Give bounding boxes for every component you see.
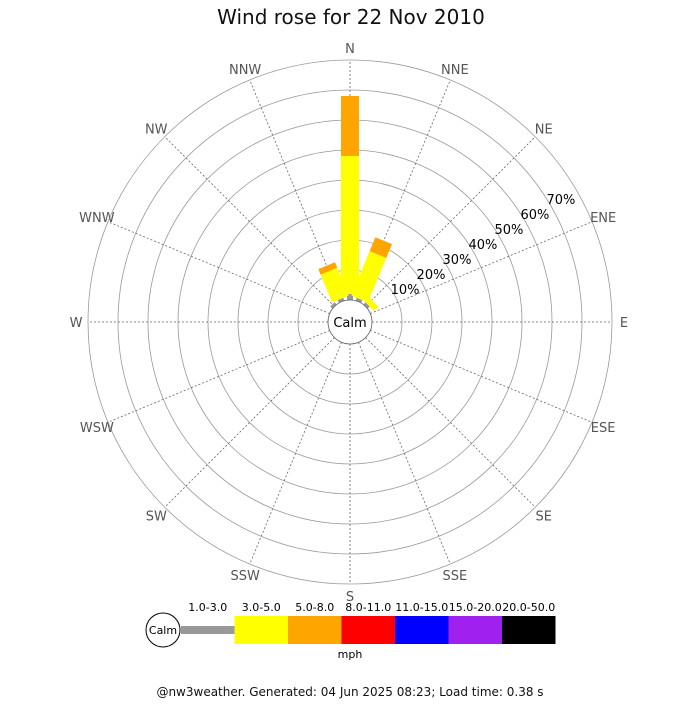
direction-label-wsw: WSW — [80, 421, 114, 436]
percent-labels: 10%20%30%40%50%60%70% — [391, 193, 576, 298]
spoke-ne — [365, 136, 536, 307]
legend-swatch-8.0-11.0 — [341, 616, 395, 644]
legend-unit: mph — [338, 648, 363, 661]
bar-n-3.0-5.0 — [341, 156, 359, 294]
direction-label-wnw: WNW — [79, 211, 115, 226]
direction-label-sse: SSE — [442, 569, 467, 584]
bar-n-5.0-8.0 — [341, 96, 359, 156]
legend-calm-circle — [145, 612, 181, 648]
legend-swatch-5.0-8.0 — [288, 616, 342, 644]
legend-swatch-15.0-20.0 — [448, 616, 502, 644]
legend-label-8.0-11.0: 8.0-11.0 — [345, 601, 391, 614]
spoke-ssw — [249, 342, 342, 565]
chart-title: Wind rose for 22 Nov 2010 — [217, 5, 485, 29]
ring-80 — [87, 59, 613, 585]
bar-nne-1.0-3.0 — [355, 297, 363, 303]
legend-swatch-11.0-15.0 — [395, 616, 449, 644]
legend-label-15.0-20.0: 15.0-20.0 — [449, 601, 502, 614]
spoke-wnw — [107, 221, 330, 314]
percent-label-40%: 40% — [469, 238, 498, 253]
percent-label-70%: 70% — [546, 193, 575, 208]
bar-nw-1.0-3.0 — [330, 302, 337, 309]
direction-label-se: SE — [536, 510, 552, 525]
direction-label-ene: ENE — [590, 211, 616, 226]
bar-nnw-5.0-8.0 — [318, 262, 338, 275]
footer-text: @nw3weather. Generated: 04 Jun 2025 08:2… — [156, 685, 543, 699]
calm-ring — [327, 299, 373, 345]
legend-swatch-3.0-5.0 — [234, 616, 288, 644]
direction-label-nw: NW — [145, 122, 168, 137]
legend-label-11.0-15.0: 11.0-15.0 — [395, 601, 448, 614]
legend-swatch-1.0-3.0 — [181, 626, 235, 634]
legend-label-5.0-8.0: 5.0-8.0 — [295, 601, 334, 614]
bar-nne-3.0-5.0 — [351, 251, 387, 303]
legend-label-1.0-3.0: 1.0-3.0 — [188, 601, 227, 614]
spoke-ese — [370, 330, 593, 423]
spoke-sse — [358, 342, 451, 565]
direction-labels: N NNE NE ENE E ESE SE SSE S SSW SW WSW W WNW NW NNW — [70, 42, 629, 605]
bar-nnw-3.0-5.0 — [320, 267, 349, 303]
direction-label-sw: SW — [146, 510, 167, 525]
bar-ne-1.0-3.0 — [363, 302, 370, 309]
direction-label-nne: NNE — [441, 63, 469, 78]
direction-label-e: E — [620, 316, 628, 331]
percent-label-50%: 50% — [495, 223, 524, 238]
spoke-wsw — [107, 330, 330, 423]
bar-ne-3.0-5.0 — [361, 293, 379, 311]
wind-bars — [318, 96, 392, 311]
spoke-nw — [164, 136, 335, 307]
direction-label-nnw: NNW — [229, 63, 261, 78]
legend-swatch-20.0-50.0 — [502, 616, 556, 644]
percent-label-20%: 20% — [417, 268, 446, 283]
direction-label-ese: ESE — [591, 421, 616, 436]
direction-label-n: N — [345, 42, 355, 57]
legend-label-20.0-50.0: 20.0-50.0 — [502, 601, 555, 614]
percent-label-30%: 30% — [443, 253, 472, 268]
calm-circle: Calm — [327, 299, 373, 345]
speed-legend: Calm 1.0-3.0 3.0-5.0 5.0-8.0 8.0-11.0 11.0-15… — [145, 601, 556, 661]
bar-nne-5.0-8.0 — [369, 237, 392, 258]
calm-label: Calm — [333, 316, 366, 331]
legend-label-3.0-5.0: 3.0-5.0 — [242, 601, 281, 614]
direction-label-s: S — [346, 590, 354, 605]
spoke-nnw — [249, 79, 342, 302]
direction-label-ssw: SSW — [230, 569, 260, 584]
percent-label-10%: 10% — [391, 283, 420, 298]
spoke-sw — [164, 337, 335, 508]
percent-label-60%: 60% — [520, 208, 549, 223]
direction-label-ne: NE — [535, 122, 553, 137]
spoke-ene — [370, 221, 593, 314]
bar-nnw-1.0-3.0 — [337, 297, 345, 303]
legend-calm-label: Calm — [149, 624, 177, 637]
spoke-se — [365, 337, 536, 508]
direction-label-w: W — [70, 316, 83, 331]
